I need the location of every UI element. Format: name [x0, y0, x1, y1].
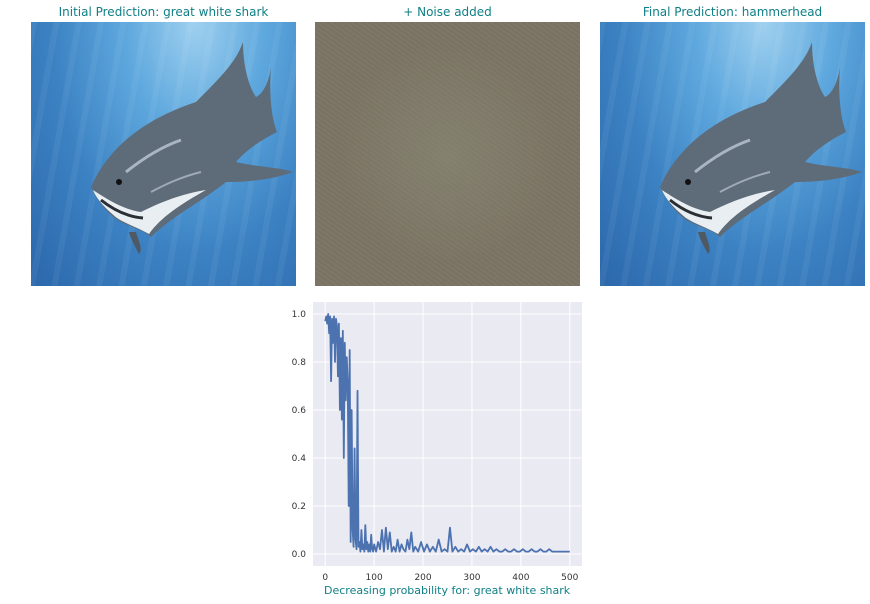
y-tick-label: 0.8 [292, 358, 307, 368]
panel-title-noise: + Noise added [403, 5, 492, 19]
x-axis-label: Decreasing probability for: great white … [324, 584, 571, 597]
y-tick-label: 0.4 [292, 454, 307, 464]
y-tick-label: 0.0 [292, 550, 307, 560]
x-tick-label: 500 [561, 573, 578, 583]
x-tick-label: 100 [366, 573, 383, 583]
panel-title-final: Final Prediction: hammerhead [642, 5, 823, 19]
noise-image [315, 22, 580, 286]
x-tick-label: 400 [512, 573, 529, 583]
x-tick-label: 300 [463, 573, 480, 583]
shark-illustration [660, 42, 862, 254]
shark-image-final [600, 22, 865, 286]
panel-title-initial: Initial Prediction: great white shark [58, 5, 269, 19]
probability-series-line [324, 313, 570, 553]
y-tick-label: 0.2 [292, 502, 306, 512]
y-tick-label: 1.0 [292, 310, 307, 320]
x-tick-label: 200 [414, 573, 431, 583]
y-tick-label: 0.6 [292, 406, 307, 416]
x-tick-label: 0 [322, 573, 328, 583]
shark-image-initial [31, 22, 296, 286]
shark-illustration [91, 42, 293, 254]
